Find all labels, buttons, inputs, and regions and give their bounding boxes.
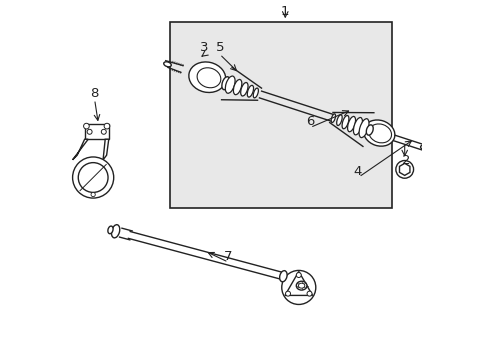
Text: 8: 8 [89, 87, 98, 100]
Text: 7: 7 [224, 250, 232, 263]
Ellipse shape [366, 125, 372, 135]
Ellipse shape [108, 226, 113, 234]
Ellipse shape [247, 85, 253, 97]
Circle shape [87, 129, 92, 134]
Ellipse shape [336, 115, 342, 126]
Circle shape [72, 157, 114, 198]
Circle shape [83, 123, 89, 129]
Circle shape [91, 192, 95, 197]
Bar [170, 22, 391, 208]
Circle shape [306, 291, 311, 296]
Ellipse shape [368, 124, 391, 143]
Ellipse shape [347, 116, 355, 132]
Text: 6: 6 [305, 115, 314, 128]
Ellipse shape [111, 225, 120, 238]
Ellipse shape [358, 119, 368, 138]
Ellipse shape [188, 62, 225, 93]
Text: 1: 1 [281, 5, 289, 18]
Ellipse shape [330, 114, 335, 122]
Circle shape [285, 291, 290, 296]
Text: 5: 5 [215, 41, 224, 54]
Ellipse shape [279, 271, 286, 282]
Ellipse shape [197, 68, 221, 88]
Ellipse shape [342, 116, 348, 129]
Polygon shape [399, 163, 409, 175]
Polygon shape [72, 139, 88, 160]
Circle shape [78, 163, 108, 192]
Circle shape [281, 270, 315, 305]
Circle shape [296, 273, 301, 278]
Ellipse shape [296, 281, 306, 290]
Ellipse shape [225, 76, 235, 93]
Text: 3: 3 [199, 41, 207, 54]
Ellipse shape [353, 117, 362, 135]
Ellipse shape [420, 145, 426, 150]
Circle shape [101, 129, 106, 134]
Ellipse shape [233, 80, 242, 95]
Ellipse shape [253, 88, 258, 98]
Circle shape [104, 123, 110, 129]
Circle shape [395, 161, 413, 178]
Ellipse shape [240, 82, 247, 96]
Text: 4: 4 [353, 165, 362, 177]
Text: 2: 2 [401, 154, 409, 167]
Ellipse shape [363, 120, 394, 146]
Bar [84, 124, 108, 139]
Ellipse shape [222, 77, 229, 90]
Polygon shape [103, 139, 108, 160]
Polygon shape [285, 271, 312, 296]
Ellipse shape [298, 283, 304, 288]
Ellipse shape [163, 62, 171, 67]
